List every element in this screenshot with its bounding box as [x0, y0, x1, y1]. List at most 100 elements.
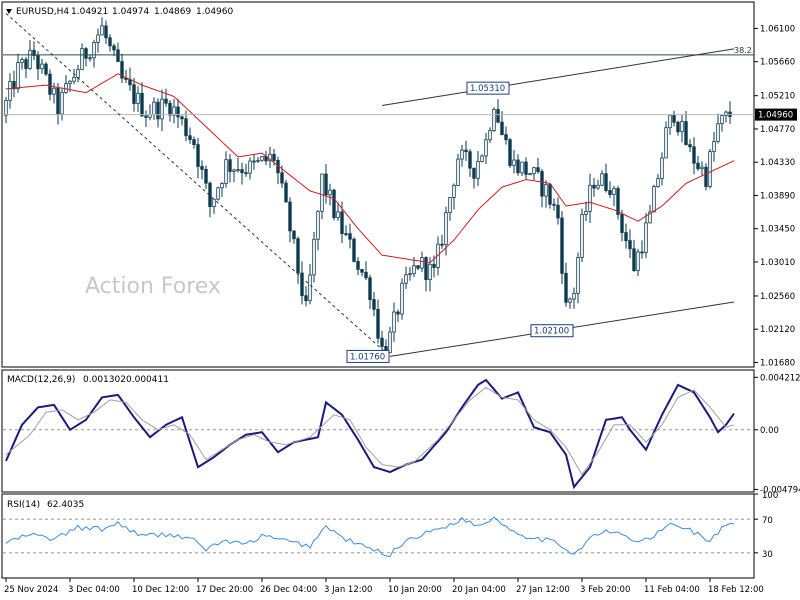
candle-body	[548, 184, 552, 205]
macd-series-signal	[5, 386, 735, 476]
rsi-series-line	[5, 516, 735, 558]
price-tick-label: 1.03890	[760, 191, 795, 201]
candle-body	[560, 217, 564, 274]
symbol-label: EURUSD,H4	[16, 7, 69, 17]
candle-body	[248, 160, 252, 174]
candle-body	[428, 263, 432, 281]
candle-body	[652, 186, 656, 213]
macd-series-macd	[5, 378, 735, 490]
candle-body	[116, 49, 120, 62]
candle-body	[356, 260, 360, 270]
time-tick-label: 3 Feb 20:00	[580, 585, 630, 595]
candle-body	[476, 160, 480, 179]
candle-body	[572, 292, 576, 300]
rsi-panel[interactable]: 100 70 30 RSI(14) 62.4035	[1, 491, 778, 579]
candle-body	[400, 282, 404, 315]
candle-body	[260, 156, 264, 161]
candle-body	[96, 34, 100, 43]
annotation-box	[530, 324, 574, 338]
time-tick-label: 18 Feb 12:00	[708, 585, 764, 595]
candle-body	[692, 146, 696, 164]
candle-body	[540, 171, 544, 197]
candle-body	[668, 114, 672, 129]
candle-body	[648, 211, 652, 224]
candle-body	[24, 59, 28, 69]
price-tick-label: 1.04330	[760, 158, 795, 168]
rsi-axis: 100 70 30	[754, 491, 778, 560]
candle-body	[596, 184, 600, 189]
candle-body	[288, 201, 292, 232]
candle-body	[16, 62, 20, 90]
macd-panel[interactable]: 0.004212 0.00 -0.004794 MACD(12,26,9) 0.00…	[1, 369, 800, 495]
time-tick-label: 26 Dec 04:00	[260, 585, 317, 595]
candle-body	[152, 101, 156, 116]
trendline-downtrend	[5, 12, 391, 357]
candle-body	[68, 80, 72, 84]
candle-body	[604, 173, 608, 191]
candle-body	[364, 271, 368, 279]
candle-body	[500, 121, 504, 136]
price-panel[interactable]: 1.04960 38.2 1.05310 1.02100 1.01760 1.06100…	[1, 1, 797, 368]
candle-body	[516, 159, 520, 174]
candle-body	[156, 101, 160, 120]
candle-body	[392, 311, 396, 333]
candle-body	[300, 272, 304, 297]
candle-body	[212, 198, 216, 207]
candle-body	[616, 188, 620, 215]
candle-body	[196, 144, 200, 167]
candle-body	[20, 59, 24, 63]
candle-body	[340, 211, 344, 235]
price-tick-label: 1.03010	[760, 258, 795, 268]
ohlc-high: 1.04974	[112, 7, 149, 17]
macd-value-signal: 0.000411	[126, 375, 169, 385]
candle-body	[92, 42, 96, 59]
candle-body	[312, 238, 316, 276]
candle-body	[660, 157, 664, 180]
candle-body	[684, 121, 688, 145]
candle-body	[468, 151, 472, 169]
candle-body	[108, 37, 112, 47]
candle-body	[172, 106, 176, 116]
candle-body	[524, 161, 528, 175]
candle-body	[240, 169, 244, 174]
price-tick-label: 1.02120	[760, 325, 795, 335]
candle-body	[592, 184, 596, 189]
time-axis: 25 Nov 2024 3 Dec 04:00 10 Dec 12:00 17 Dec…	[4, 578, 764, 595]
candle-body	[720, 115, 724, 125]
candle-body	[72, 76, 76, 82]
dropdown-triangle-icon[interactable]	[6, 9, 12, 14]
candle-body	[388, 331, 392, 354]
candle-body	[204, 168, 208, 184]
candle-body	[640, 251, 644, 254]
macd-tick-label: 0.00	[760, 426, 779, 436]
candle-body	[696, 162, 700, 170]
candle-body	[404, 274, 408, 284]
candle-body	[272, 153, 276, 161]
candle-body	[528, 173, 532, 176]
candle-body	[360, 269, 364, 273]
candle-body	[644, 222, 648, 253]
chart-header: EURUSD,H4 1.04921 1.04974 1.04869 1.0496…	[6, 7, 233, 17]
fib-level-label: 38.2	[734, 46, 752, 55]
candle-body	[480, 155, 484, 162]
candle-body	[164, 98, 168, 104]
candle-body	[56, 87, 60, 115]
rsi-tick-label: 100	[762, 491, 778, 501]
candle-body	[460, 149, 464, 160]
candle-body	[452, 184, 456, 198]
candle-body	[712, 141, 716, 152]
price-overlays: 1.04960 38.2 1.05310 1.02100 1.01760	[3, 12, 797, 363]
rsi-overlays	[3, 516, 754, 558]
candle-body	[224, 159, 228, 184]
candle-body	[192, 139, 196, 146]
candle-body	[544, 184, 548, 197]
candle-body	[236, 169, 240, 172]
candle-body	[520, 161, 524, 174]
candle-body	[532, 167, 536, 175]
candle-body	[284, 182, 288, 203]
candle-body	[700, 166, 704, 170]
candle-body	[200, 166, 204, 170]
annotation-box	[466, 81, 510, 95]
candle-body	[292, 230, 296, 240]
